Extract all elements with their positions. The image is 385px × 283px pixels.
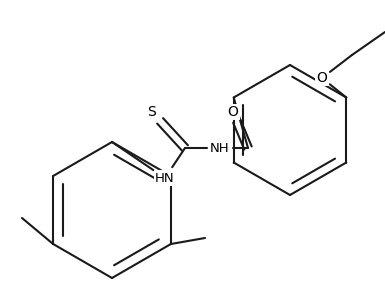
Text: O: O [316,71,327,85]
Text: S: S [147,105,156,119]
Text: O: O [228,105,238,119]
Text: NH: NH [210,142,230,155]
Text: HN: HN [155,171,175,185]
